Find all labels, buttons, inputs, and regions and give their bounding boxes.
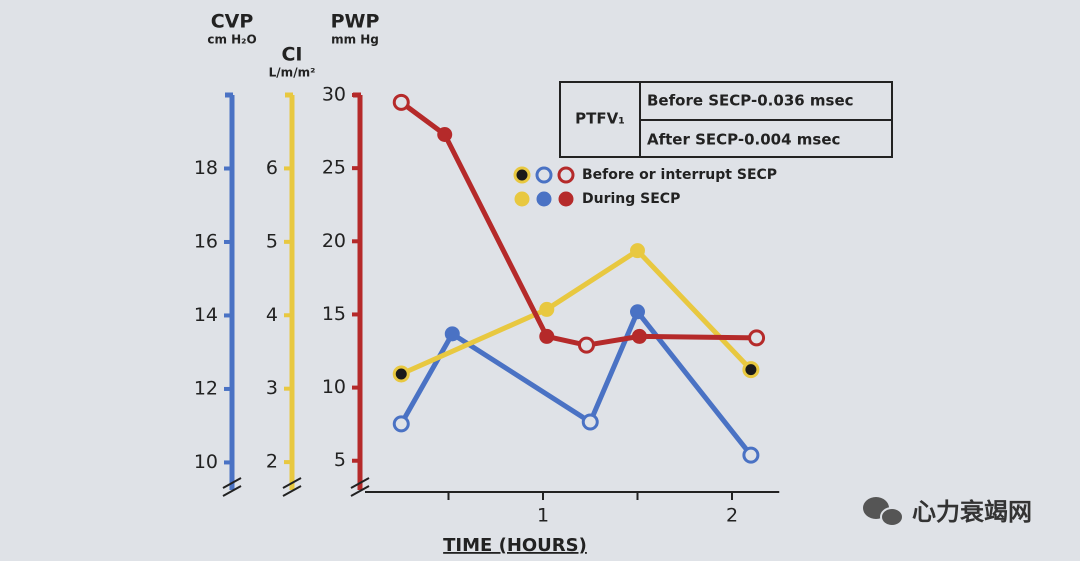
y-tick-label: 18 — [194, 157, 218, 179]
axis-break — [350, 485, 370, 497]
series-line — [400, 248, 753, 377]
y-tick-label: 30 — [322, 84, 346, 106]
axis-title: CI — [281, 44, 302, 66]
watermark-icon — [863, 497, 904, 527]
y-tick-label: 5 — [266, 230, 278, 252]
y-tick-label: 20 — [322, 230, 346, 252]
watermark: 心力衰竭网 — [912, 498, 1032, 526]
y-tick-label: 14 — [194, 304, 218, 326]
axis-break — [222, 485, 242, 497]
legend-label: Before or interrupt SECP — [582, 167, 777, 183]
table-row: Before SECP-0.036 msec — [647, 92, 854, 110]
y-tick-label: 5 — [334, 449, 346, 471]
y-tick-label: 10 — [194, 451, 218, 473]
legend-label: During SECP — [582, 191, 680, 207]
x-tick-label: 2 — [726, 505, 738, 527]
series-line — [399, 100, 757, 348]
axis-break — [282, 485, 302, 497]
axis-unit: mm Hg — [331, 33, 379, 47]
y-tick-label: 4 — [266, 304, 278, 326]
y-tick-label: 25 — [322, 157, 346, 179]
y-tick-label: 3 — [266, 377, 278, 399]
x-axis-title: TIME (HOURS) — [443, 535, 587, 556]
y-tick-label: 12 — [194, 377, 218, 399]
legend-marker — [536, 191, 552, 207]
marker — [444, 326, 460, 342]
axis-break — [222, 477, 242, 489]
x-tick-label: 1 — [537, 505, 549, 527]
y-tick-label: 15 — [322, 303, 346, 325]
marker — [539, 328, 555, 344]
y-tick-label: 6 — [266, 157, 278, 179]
axis-break — [282, 477, 302, 489]
marker — [748, 329, 766, 347]
marker — [631, 328, 647, 344]
marker — [392, 93, 410, 111]
axis-title: CVP — [211, 11, 254, 33]
table-row: After SECP-0.004 msec — [647, 131, 840, 149]
legend-marker — [558, 191, 574, 207]
legend-marker — [557, 166, 575, 184]
table-label: PTFV₁ — [575, 110, 625, 128]
marker — [437, 127, 453, 142]
legend-marker — [514, 191, 530, 207]
y-tick-label: 10 — [322, 376, 346, 398]
marker — [742, 446, 760, 464]
legend-marker — [513, 166, 531, 184]
marker — [539, 301, 555, 317]
marker — [581, 413, 599, 431]
marker — [392, 365, 410, 383]
axis-unit: L/m/m² — [269, 66, 316, 80]
axis-break — [350, 477, 370, 489]
y-tick-label: 16 — [194, 230, 218, 252]
marker — [630, 243, 645, 259]
marker — [742, 361, 760, 379]
axis-unit: cm H₂O — [207, 33, 256, 47]
marker — [392, 415, 410, 433]
y-tick-label: 2 — [266, 451, 278, 473]
legend-marker — [535, 166, 553, 184]
marker — [577, 336, 595, 354]
marker — [630, 304, 645, 320]
axis-title: PWP — [331, 11, 380, 33]
